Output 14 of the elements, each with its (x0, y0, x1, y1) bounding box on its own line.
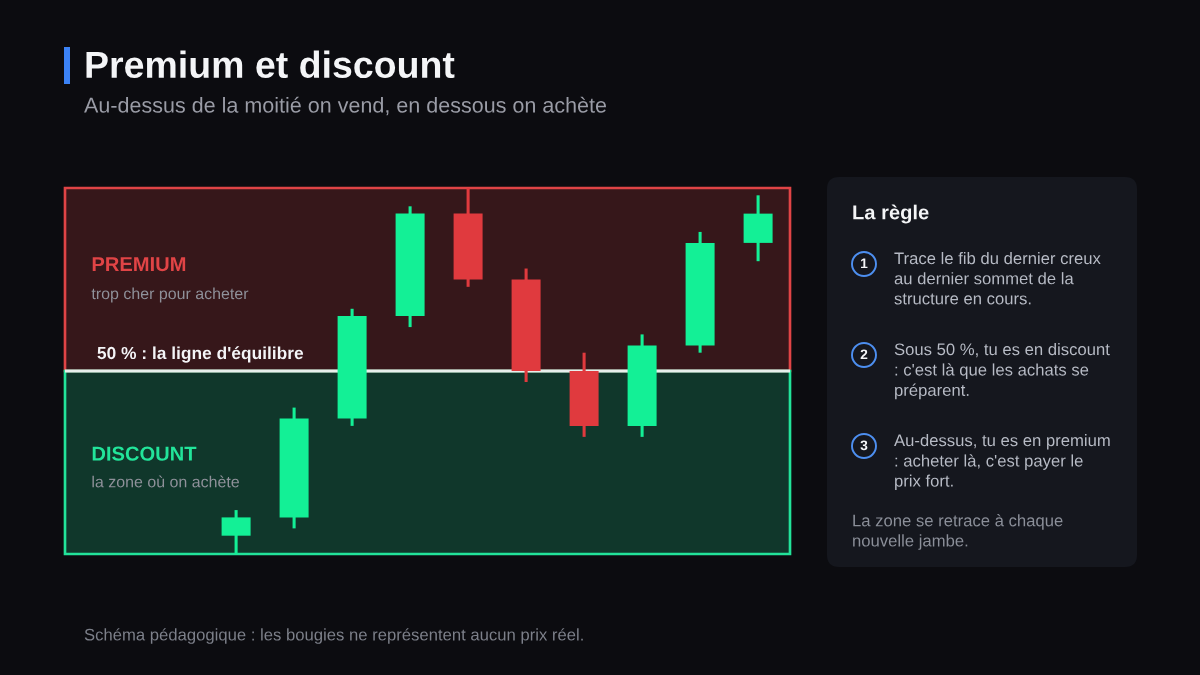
text: La règle (853, 204, 929, 224)
category-label: 1 (861, 258, 868, 269)
text: Schéma pédagogique : les bougies ne représentent aucun prix réel. (84, 628, 583, 644)
text: Trace le fib du dernier creux au dernier sommet de la structure en cours. (894, 252, 1101, 305)
band-label: DISCOUNT la zone où on achète (92, 446, 239, 488)
category-label: 2 (860, 349, 868, 360)
chart-subtitle: Au-dessus de la moitié on vend, en dessous on achète (84, 96, 607, 116)
text: Au-dessus, tu es en premium : acheter là, c'est payer le prix fort. (894, 434, 1110, 491)
band-label: PREMIUM trop cher pour acheter (91, 257, 249, 303)
category-label: 3 (860, 440, 868, 451)
text: Sous 50 %, tu es en discount : c'est là que les achats se préparent. (894, 343, 1110, 400)
ref-line-label: 50 % : la ligne d'équilibre (97, 346, 304, 363)
text: La zone se retrace à chaque nouvelle jambe. (853, 514, 1063, 550)
chart-title: Premium et discount (86, 50, 455, 79)
